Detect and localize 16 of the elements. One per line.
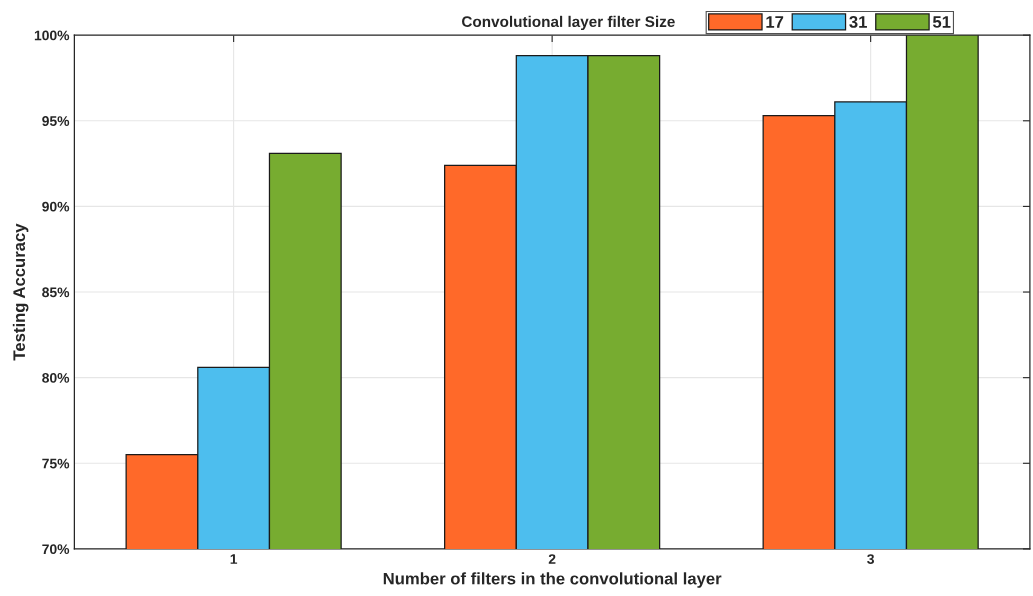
y-tick-label: 85% [42, 287, 70, 298]
legend-label: 17 [766, 16, 784, 28]
x-axis-title: Number of filters in the convolutional layer [383, 572, 722, 588]
y-tick-label: 100% [34, 30, 70, 41]
y-tick-label: 95% [42, 116, 70, 126]
y-tick-label: 75% [42, 458, 70, 469]
y-tick-label: 70% [42, 544, 70, 555]
legend-label: 31 [849, 16, 867, 28]
y-axis-title: Testing Accuracy [12, 223, 29, 361]
y-tick-label: 80% [42, 373, 70, 383]
x-tick-label: 1 [230, 554, 238, 564]
legend-title: Convolutional layer filter Size [462, 15, 675, 31]
y-tick-label: 90% [42, 201, 70, 212]
x-tick-label: 2 [548, 554, 556, 564]
legend-label: 51 [932, 16, 951, 28]
x-tick-label: 3 [867, 554, 875, 564]
